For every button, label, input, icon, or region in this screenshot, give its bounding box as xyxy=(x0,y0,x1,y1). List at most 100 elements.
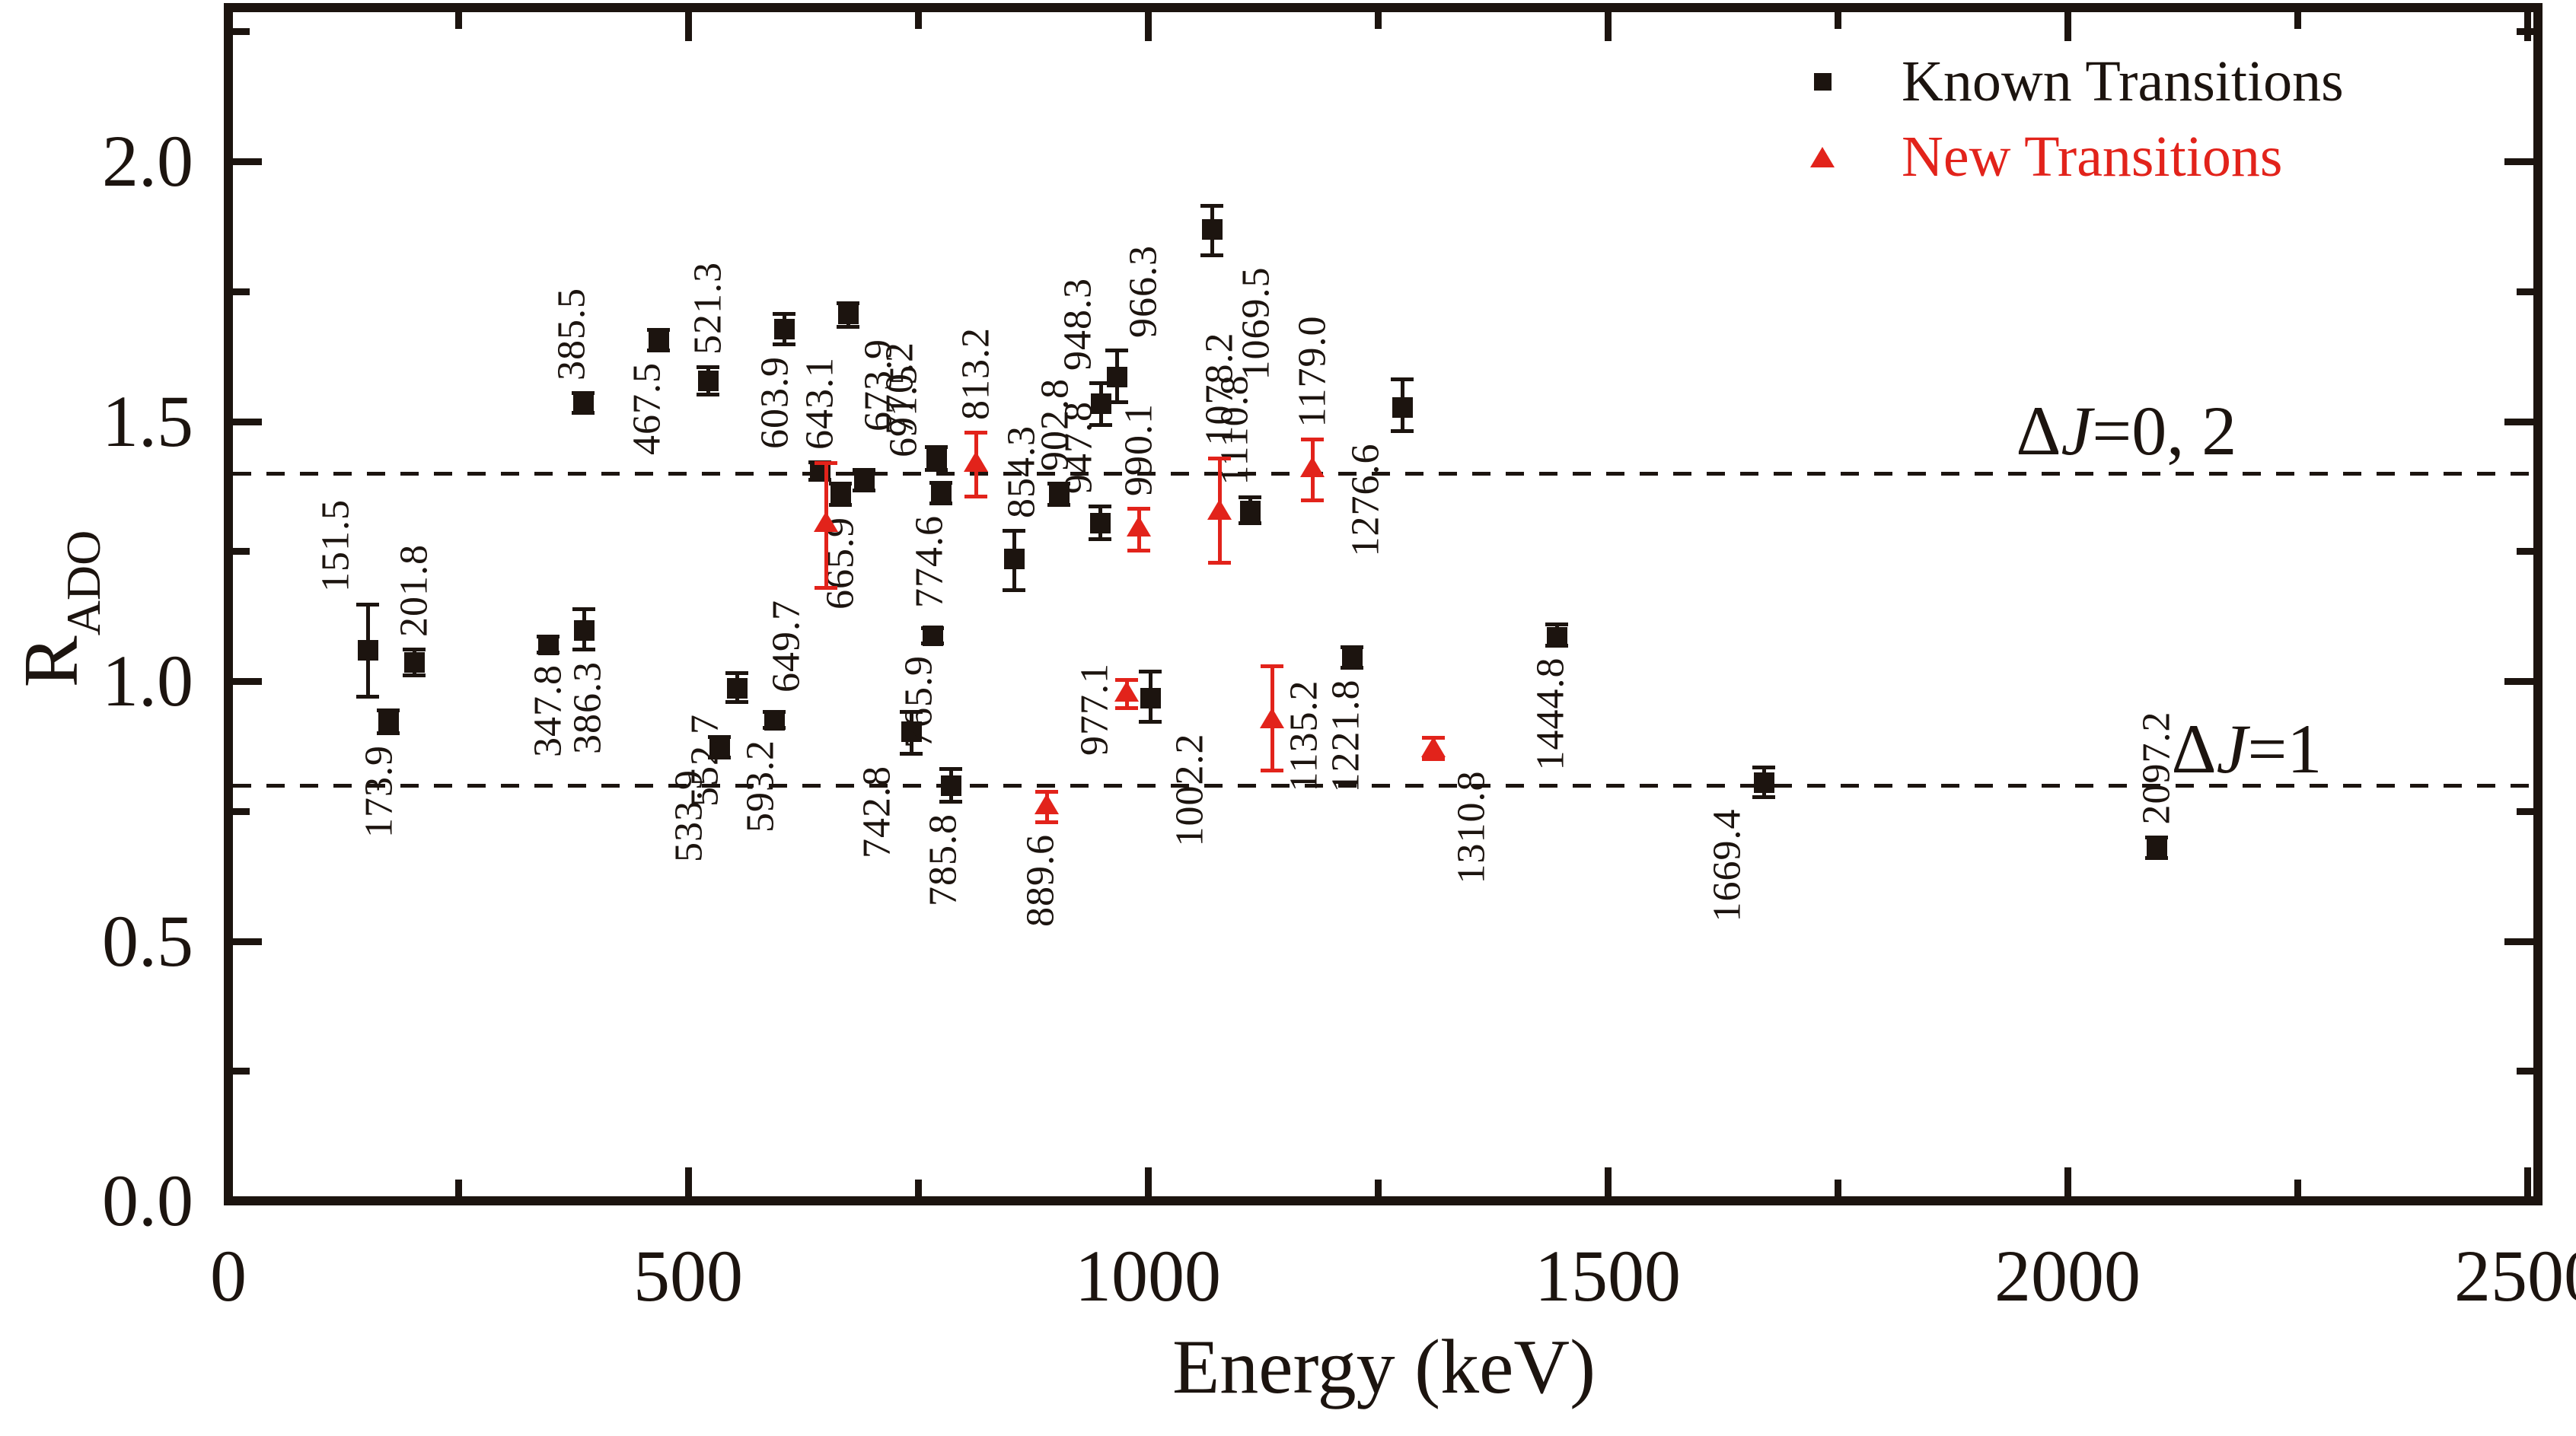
delta-symbol: Δ xyxy=(2016,391,2061,470)
known-transition-151.5-marker xyxy=(358,640,378,661)
known-transition-2097.2-marker xyxy=(2147,836,2168,858)
known-transition-966.3-label: 966.3 xyxy=(1121,244,1165,338)
known-transition-603.9-label: 603.9 xyxy=(753,355,796,449)
y-major-tick-right-1.5 xyxy=(2504,418,2533,425)
known-transition-1002.2-error-cap-bottom xyxy=(1138,719,1162,724)
known-transition-774.6-marker xyxy=(930,482,952,504)
known-transition-1110.8-error-cap-top xyxy=(1238,495,1261,500)
y-minor-tick-right-1.75 xyxy=(2517,288,2533,295)
new-transition-889.6-error-cap-bottom xyxy=(1035,820,1058,825)
known-transition-201.8-label: 201.8 xyxy=(392,543,436,637)
known-transition-854.3-marker xyxy=(1003,549,1025,570)
new-transition-649.7-error-cap-top xyxy=(814,461,837,466)
x-minor-tick-top-1750 xyxy=(1835,12,1841,29)
known-transition-385.5-error-cap-bottom xyxy=(571,410,595,415)
y-minor-tick-right-1.25 xyxy=(2517,548,2533,556)
known-transition-1276.6-label: 1276.6 xyxy=(1344,443,1388,557)
known-transition-770.2-label: 770.2 xyxy=(878,341,922,435)
x-minor-tick-1750 xyxy=(1835,1180,1841,1196)
known-transition-1221.8-error-cap-bottom xyxy=(1340,665,1363,670)
new-transition-1135.2-error-cap-bottom xyxy=(1261,769,1284,773)
known-transition-1002.2-label: 1002.2 xyxy=(1168,733,1212,847)
known-transition-1669.4-marker xyxy=(1753,772,1774,793)
new-transition-977.1-error-cap-bottom xyxy=(1115,705,1139,710)
y-minor-tick-0.25 xyxy=(233,1068,250,1075)
known-transition-347.8-label: 347.8 xyxy=(526,664,570,758)
new-transition-977.1-marker xyxy=(1114,681,1140,702)
known-transition-521.3-marker xyxy=(697,371,719,392)
new-transition-1078.2-marker xyxy=(1207,498,1232,520)
known-transition-593.2-marker xyxy=(764,710,785,731)
new-transition-649.7-label: 649.7 xyxy=(764,600,808,693)
x-tick-label-2000: 2000 xyxy=(1994,1235,2141,1317)
known-transition-665.9-marker xyxy=(831,482,852,504)
known-transition-521.3-error-cap-top xyxy=(696,365,719,369)
known-transition-902.8-marker xyxy=(1048,484,1070,505)
x-minor-tick-750 xyxy=(915,1180,922,1196)
x-major-tick-1000 xyxy=(1145,1167,1152,1196)
known-transition-643.1-label: 643.1 xyxy=(798,356,842,450)
known-transition-691.5-marker xyxy=(854,469,875,490)
known-transition-173.9-label: 173.9 xyxy=(357,744,401,838)
new-transition-990.1-error-cap-bottom xyxy=(1127,548,1151,552)
known-transition-1669.4-error-cap-top xyxy=(1752,765,1775,769)
known-transition-386.3-error-cap-bottom xyxy=(572,647,595,651)
known-transition-603.9-error-cap-bottom xyxy=(772,342,795,346)
known-transition-1069.5-marker xyxy=(1201,219,1223,240)
known-transition-966.3-error-cap-top xyxy=(1105,348,1129,352)
known-transition-770.2-error-cap-bottom xyxy=(925,468,948,473)
x-tick-label-1000: 1000 xyxy=(1075,1235,1221,1317)
known-transition-854.3-error-cap-bottom xyxy=(1002,587,1025,592)
known-transition-173.9-marker xyxy=(378,711,400,732)
y-minor-tick-right-0.75 xyxy=(2517,807,2533,815)
legend-known-transitions-label: Known Transitions xyxy=(1902,49,2344,113)
new-transition-1135.2-marker xyxy=(1260,707,1285,728)
j-symbol: J xyxy=(2061,391,2093,470)
new-transition-813.2-error-cap-bottom xyxy=(964,494,988,498)
known-transition-201.8-error-cap-bottom xyxy=(402,673,426,677)
x-tick-label-500: 500 xyxy=(633,1235,743,1317)
new-transition-1078.2-error-cap-bottom xyxy=(1208,561,1232,565)
y-minor-tick-1.75 xyxy=(233,288,250,295)
known-transition-1669.4-label: 1669.4 xyxy=(1705,808,1749,922)
known-transition-947.8-label: 947.8 xyxy=(1057,400,1101,494)
new-transition-889.6-marker xyxy=(1034,793,1059,814)
new-transition-1179.0-error-cap-bottom xyxy=(1301,498,1325,503)
known-transition-2097.2-error-cap-bottom xyxy=(2145,855,2169,860)
x-major-tick-0 xyxy=(225,1167,232,1196)
legend-new-transitions-label: New Transitions xyxy=(1902,125,2283,189)
known-transition-854.3-error-cap-top xyxy=(1002,528,1025,533)
y-minor-tick-right-0.25 xyxy=(2517,1068,2533,1075)
legend: Known Transitions New Transitions xyxy=(1810,44,2344,195)
reference-line-dj-0 xyxy=(233,471,2533,476)
known-transition-665.9-error-cap-bottom xyxy=(829,502,853,507)
known-transition-947.8-error-cap-top xyxy=(1088,504,1111,508)
known-transition-173.9-error-cap-top xyxy=(377,708,400,712)
x-minor-tick-top-250 xyxy=(455,12,462,29)
known-transition-770.2-marker xyxy=(926,447,948,469)
y-tick-label-1.0: 1.0 xyxy=(102,640,193,721)
known-transition-521.3-label: 521.3 xyxy=(686,261,730,355)
y-tick-label-1.5: 1.5 xyxy=(102,380,193,462)
known-transition-691.5-error-cap-bottom xyxy=(853,489,876,493)
known-transition-467.5-marker xyxy=(648,330,669,351)
delta-j-1-annotation: ΔJ=1 xyxy=(2172,712,2323,785)
new-transition-977.1-error-cap-top xyxy=(1115,677,1139,682)
known-transition-742.8-label: 742.8 xyxy=(855,765,899,858)
y-minor-tick-1.25 xyxy=(233,548,250,556)
new-transition-649.7-error-cap-bottom xyxy=(814,586,837,591)
y-major-tick-right-0.5 xyxy=(2504,938,2533,945)
known-transition-770.2-error-cap-top xyxy=(925,444,948,449)
known-transition-552.7-label: 552.7 xyxy=(683,713,727,807)
new-transition-990.1-error-cap-top xyxy=(1127,506,1151,511)
new-transition-977.1-label: 977.1 xyxy=(1073,663,1117,756)
known-transition-385.5-label: 385.5 xyxy=(550,287,594,380)
known-transition-1002.2-error-cap-top xyxy=(1138,670,1162,674)
known-transition-765.9-label: 765.9 xyxy=(897,655,941,749)
known-transition-467.5-label: 467.5 xyxy=(625,361,669,455)
x-major-tick-500 xyxy=(685,1167,692,1196)
y-major-tick-0.5 xyxy=(233,938,262,945)
known-transition-1110.8-error-cap-bottom xyxy=(1238,521,1261,526)
